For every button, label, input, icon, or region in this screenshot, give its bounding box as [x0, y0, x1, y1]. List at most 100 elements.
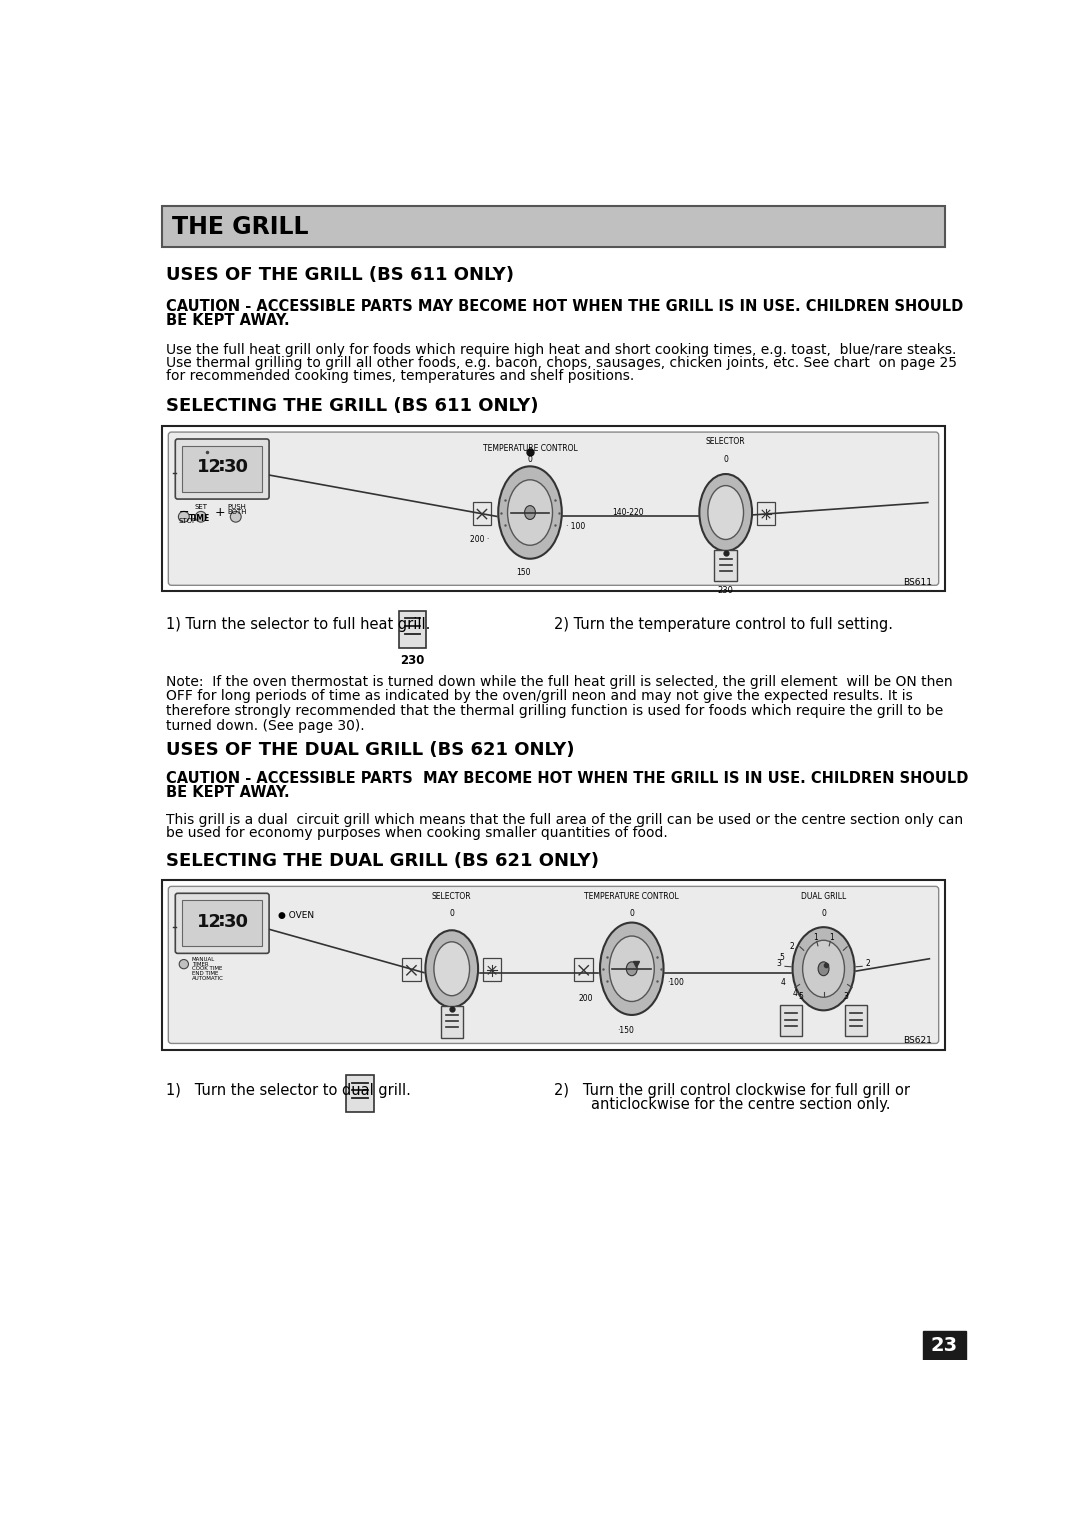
Text: END TIME: END TIME: [191, 972, 218, 976]
Text: CAUTION - ACCESSIBLE PARTS  MAY BECOME HOT WHEN THE GRILL IS IN USE. CHILDREN SH: CAUTION - ACCESSIBLE PARTS MAY BECOME HO…: [166, 770, 969, 785]
Text: · 100: · 100: [566, 523, 585, 530]
Circle shape: [230, 512, 241, 523]
Ellipse shape: [508, 480, 553, 545]
Text: SELECTING THE GRILL (BS 611 ONLY): SELECTING THE GRILL (BS 611 ONLY): [166, 397, 539, 416]
Text: BS621: BS621: [904, 1036, 932, 1045]
Text: +: +: [215, 506, 226, 520]
Text: 1)   Turn the selector to dual grill.: 1) Turn the selector to dual grill.: [166, 1083, 410, 1097]
Bar: [162, 426, 945, 591]
Text: Note:  If the oven thermostat is turned down while the full heat grill is select: Note: If the oven thermostat is turned d…: [166, 675, 953, 689]
Text: 1) Turn the selector to full heat grill.: 1) Turn the selector to full heat grill.: [166, 617, 430, 633]
Text: 30: 30: [224, 912, 248, 931]
FancyBboxPatch shape: [780, 1004, 802, 1036]
Text: TIMER: TIMER: [191, 961, 208, 967]
Text: 0: 0: [449, 909, 455, 918]
Ellipse shape: [700, 474, 752, 552]
Text: turned down. (See page 30).: turned down. (See page 30).: [166, 718, 365, 732]
Circle shape: [178, 512, 189, 523]
FancyBboxPatch shape: [175, 439, 269, 500]
FancyBboxPatch shape: [575, 958, 593, 981]
FancyBboxPatch shape: [845, 1004, 867, 1036]
FancyBboxPatch shape: [441, 1005, 463, 1038]
Text: DUAL GRILL: DUAL GRILL: [801, 892, 846, 902]
Text: BE KEPT AWAY.: BE KEPT AWAY.: [166, 313, 289, 327]
FancyBboxPatch shape: [168, 886, 939, 1044]
Text: 200: 200: [579, 993, 593, 1002]
Text: STOP: STOP: [178, 518, 197, 524]
Text: therefore strongly recommended that the thermal grilling function is used for fo: therefore strongly recommended that the …: [166, 704, 943, 718]
Text: 23: 23: [931, 1335, 958, 1355]
Text: −: −: [178, 506, 189, 520]
Text: BS611: BS611: [904, 578, 932, 587]
Text: USES OF THE DUAL GRILL (BS 621 ONLY): USES OF THE DUAL GRILL (BS 621 ONLY): [166, 741, 575, 759]
Ellipse shape: [802, 940, 845, 998]
Text: 1: 1: [813, 932, 819, 941]
Text: 140-220: 140-220: [612, 507, 644, 516]
FancyBboxPatch shape: [483, 958, 501, 981]
Bar: [162, 880, 945, 1050]
Text: Use the full heat grill only for foods which require high heat and short cooking: Use the full heat grill only for foods w…: [166, 342, 957, 356]
Text: AUTOMATIC: AUTOMATIC: [191, 976, 224, 981]
Text: 2)   Turn the grill control clockwise for full grill or: 2) Turn the grill control clockwise for …: [554, 1083, 909, 1097]
FancyBboxPatch shape: [473, 501, 491, 524]
Text: 1: 1: [829, 932, 834, 941]
Text: SELECTOR: SELECTOR: [706, 437, 745, 446]
FancyBboxPatch shape: [183, 446, 262, 492]
Text: USES OF THE GRILL (BS 611 ONLY): USES OF THE GRILL (BS 611 ONLY): [166, 266, 514, 284]
Text: 4: 4: [781, 978, 785, 987]
Text: TIME: TIME: [189, 513, 210, 523]
Text: anticlockwise for the centre section only.: anticlockwise for the centre section onl…: [554, 1097, 890, 1112]
Text: SET: SET: [194, 504, 207, 510]
Text: TEMPERATURE CONTROL: TEMPERATURE CONTROL: [584, 892, 679, 902]
Text: 230: 230: [718, 587, 733, 596]
Circle shape: [179, 960, 189, 969]
Text: 0: 0: [630, 909, 634, 918]
Text: This grill is a dual  circuit grill which means that the full area of the grill : This grill is a dual circuit grill which…: [166, 813, 963, 827]
Text: COOK TIME: COOK TIME: [191, 966, 222, 972]
Text: 3: 3: [777, 958, 782, 967]
Text: OFF for long periods of time as indicated by the oven/grill neon and may not giv: OFF for long periods of time as indicate…: [166, 689, 913, 703]
Text: SELECTOR: SELECTOR: [432, 892, 472, 902]
FancyBboxPatch shape: [346, 1076, 374, 1112]
Circle shape: [195, 512, 206, 523]
Text: 150: 150: [516, 568, 531, 578]
Ellipse shape: [434, 941, 470, 996]
Text: BOTH: BOTH: [228, 509, 247, 515]
Text: 2: 2: [865, 958, 870, 967]
Bar: [923, 1331, 966, 1360]
Text: 230: 230: [401, 654, 424, 666]
Text: 12: 12: [198, 912, 222, 931]
FancyBboxPatch shape: [183, 900, 262, 946]
Text: 2: 2: [789, 941, 794, 950]
Text: SELECTING THE DUAL GRILL (BS 621 ONLY): SELECTING THE DUAL GRILL (BS 621 ONLY): [166, 851, 599, 869]
FancyBboxPatch shape: [162, 206, 945, 246]
Text: for recommended cooking times, temperatures and shelf positions.: for recommended cooking times, temperatu…: [166, 368, 634, 384]
Text: MANUAL: MANUAL: [191, 957, 215, 963]
FancyBboxPatch shape: [402, 958, 421, 981]
Ellipse shape: [498, 466, 562, 559]
Ellipse shape: [793, 927, 854, 1010]
Text: CAUTION - ACCESSIBLE PARTS MAY BECOME HOT WHEN THE GRILL IS IN USE. CHILDREN SHO: CAUTION - ACCESSIBLE PARTS MAY BECOME HO…: [166, 299, 963, 313]
Ellipse shape: [426, 931, 478, 1007]
Text: 0: 0: [821, 909, 826, 918]
Text: Use thermal grilling to grill all other foods, e.g. bacon, chops, sausages, chic: Use thermal grilling to grill all other …: [166, 356, 957, 370]
Text: PUSH: PUSH: [228, 504, 246, 510]
Text: 0: 0: [527, 455, 532, 465]
Text: TEMPERATURE CONTROL: TEMPERATURE CONTROL: [483, 443, 578, 452]
Text: 4: 4: [793, 989, 797, 998]
Text: 12: 12: [198, 458, 222, 477]
Text: 5: 5: [798, 992, 804, 1001]
Ellipse shape: [609, 937, 654, 1001]
Text: 30: 30: [224, 458, 248, 477]
Ellipse shape: [600, 923, 663, 1015]
Text: 2) Turn the temperature control to full setting.: 2) Turn the temperature control to full …: [554, 617, 892, 633]
Text: ·150: ·150: [617, 1025, 634, 1034]
FancyBboxPatch shape: [715, 550, 737, 582]
FancyBboxPatch shape: [757, 501, 775, 524]
Text: 3: 3: [843, 992, 849, 1001]
FancyBboxPatch shape: [175, 894, 269, 953]
Text: ● OVEN: ● OVEN: [278, 911, 313, 920]
Text: THE GRILL: THE GRILL: [172, 215, 309, 240]
Text: BE KEPT AWAY.: BE KEPT AWAY.: [166, 785, 289, 799]
Text: :: :: [218, 911, 226, 929]
